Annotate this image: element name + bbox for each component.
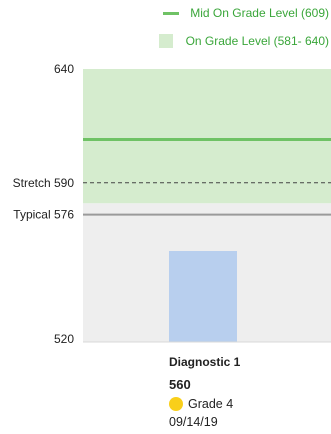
bar-info: Diagnostic 1 560 Grade 4 09/14/19 (169, 355, 240, 429)
legend-line-swatch (163, 11, 180, 15)
legend-mid-label: Mid On Grade Level (609) (190, 6, 329, 20)
score-value: 560 (169, 377, 191, 392)
typical-label: Typical 576 (13, 208, 74, 222)
grade-row: Grade 4 (169, 397, 240, 411)
legend-mid-on-grade: Mid On Grade Level (609) (163, 6, 329, 20)
grade-dot-icon (169, 397, 183, 411)
test-date: 09/14/19 (169, 415, 218, 429)
y-tick-label-top: 640 (54, 62, 74, 76)
legend-on-grade-range: On Grade Level (581- 640) (158, 34, 329, 48)
grade-label: Grade 4 (188, 397, 234, 411)
x-tick-label: Diagnostic 1 (169, 355, 241, 369)
on-grade-band (83, 69, 331, 204)
chart-bar[interactable] (169, 251, 237, 342)
legend-band-swatch (158, 34, 173, 48)
legend-range-label: On Grade Level (581- 640) (185, 34, 329, 48)
y-tick-label-bottom: 520 (54, 332, 74, 346)
stretch-label: Stretch 590 (13, 176, 75, 190)
